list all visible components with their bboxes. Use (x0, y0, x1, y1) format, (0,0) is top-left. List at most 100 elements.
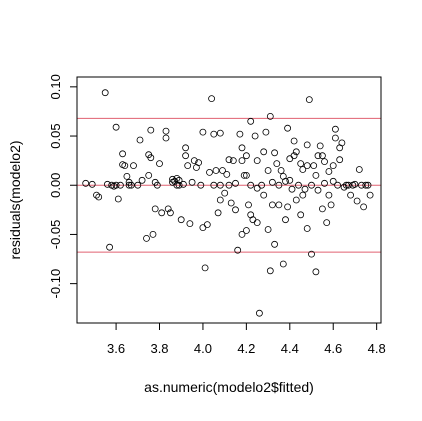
data-point-12 (117, 181, 124, 189)
data-point-146 (353, 197, 361, 205)
data-point-173 (216, 196, 224, 204)
data-point-70 (221, 189, 229, 197)
data-point-29 (149, 230, 157, 238)
data-point-91 (258, 181, 266, 189)
data-point-46 (177, 216, 185, 224)
data-point-1 (88, 180, 96, 188)
data-point-0 (82, 179, 90, 187)
data-point-131 (325, 168, 333, 175)
y-axis-title: residuals(modelo2) (7, 140, 23, 259)
data-point-84 (247, 117, 255, 125)
data-point-125 (314, 186, 322, 194)
data-points (82, 89, 374, 317)
data-point-117 (303, 141, 311, 149)
data-point-169 (325, 191, 333, 199)
data-point-66 (214, 209, 222, 217)
data-point-63 (210, 181, 218, 189)
data-point-96 (266, 267, 274, 275)
x-tick-label-3: 4.2 (237, 341, 255, 356)
x-axis-title: as.numeric(modelo2$fitted) (144, 379, 314, 395)
data-point-145 (351, 180, 359, 188)
data-point-14 (119, 150, 126, 158)
data-point-15 (121, 162, 129, 170)
data-point-167 (312, 171, 320, 179)
data-point-67 (216, 129, 224, 137)
data-point-164 (290, 137, 298, 145)
data-point-111 (292, 196, 300, 204)
data-point-93 (262, 128, 270, 136)
data-point-24 (143, 234, 150, 242)
data-point-33 (156, 160, 163, 168)
data-point-74 (229, 157, 237, 165)
data-point-120 (308, 181, 315, 189)
data-point-58 (199, 128, 207, 136)
data-point-143 (347, 191, 355, 199)
data-point-109 (288, 185, 296, 193)
data-point-94 (264, 226, 272, 233)
data-point-112 (292, 148, 300, 156)
data-point-51 (186, 220, 194, 228)
data-point-69 (219, 167, 226, 174)
data-point-130 (323, 219, 331, 227)
data-point-107 (284, 203, 292, 211)
data-point-154 (275, 181, 283, 189)
data-point-126 (316, 142, 324, 150)
data-point-160 (253, 157, 261, 165)
data-point-62 (208, 95, 216, 102)
data-point-129 (321, 158, 328, 166)
data-point-116 (301, 185, 309, 193)
data-point-60 (203, 221, 211, 229)
data-point-11 (114, 195, 122, 203)
data-point-162 (268, 201, 276, 209)
data-point-71 (223, 170, 231, 178)
data-point-40 (169, 175, 176, 183)
data-point-28 (147, 154, 155, 162)
data-point-18 (125, 181, 133, 189)
data-point-97 (268, 178, 276, 186)
data-point-72 (225, 156, 233, 164)
data-point-85 (247, 181, 255, 189)
data-point-59 (201, 264, 209, 272)
data-point-128 (321, 179, 328, 187)
data-point-147 (355, 166, 363, 173)
data-point-98 (271, 149, 279, 157)
data-point-43 (173, 174, 181, 182)
data-point-133 (329, 177, 337, 185)
data-point-118 (303, 225, 311, 232)
data-point-34 (158, 209, 166, 217)
data-point-139 (338, 139, 346, 147)
data-point-73 (227, 199, 235, 207)
data-point-158 (242, 171, 250, 179)
x-tick-label-0: 3.6 (107, 341, 125, 356)
data-point-49 (182, 144, 190, 152)
data-point-121 (308, 250, 315, 258)
data-point-65 (212, 167, 220, 174)
data-point-123 (312, 268, 320, 276)
x-tick-label-1: 3.8 (150, 341, 168, 356)
data-point-3 (95, 193, 103, 201)
data-point-45 (175, 181, 183, 189)
data-point-35 (162, 127, 170, 135)
data-point-148 (358, 181, 365, 189)
data-point-124 (314, 152, 322, 160)
data-point-119 (305, 96, 313, 103)
data-point-50 (184, 162, 192, 170)
data-point-16 (123, 172, 131, 180)
data-point-140 (340, 183, 348, 191)
data-point-127 (318, 205, 326, 213)
data-point-100 (273, 160, 281, 168)
data-point-10 (112, 181, 120, 189)
y-tick-label-3: 0.05 (48, 123, 63, 148)
data-point-38 (166, 209, 174, 217)
data-point-52 (188, 178, 196, 186)
x-tick-label-5: 4.6 (324, 341, 342, 356)
data-point-32 (153, 181, 161, 189)
data-point-89 (253, 219, 261, 227)
y-tick-label-0: -0.10 (48, 269, 63, 299)
data-point-21 (134, 181, 142, 189)
data-point-95 (266, 113, 274, 120)
data-point-134 (331, 134, 339, 142)
data-point-90 (255, 309, 263, 317)
